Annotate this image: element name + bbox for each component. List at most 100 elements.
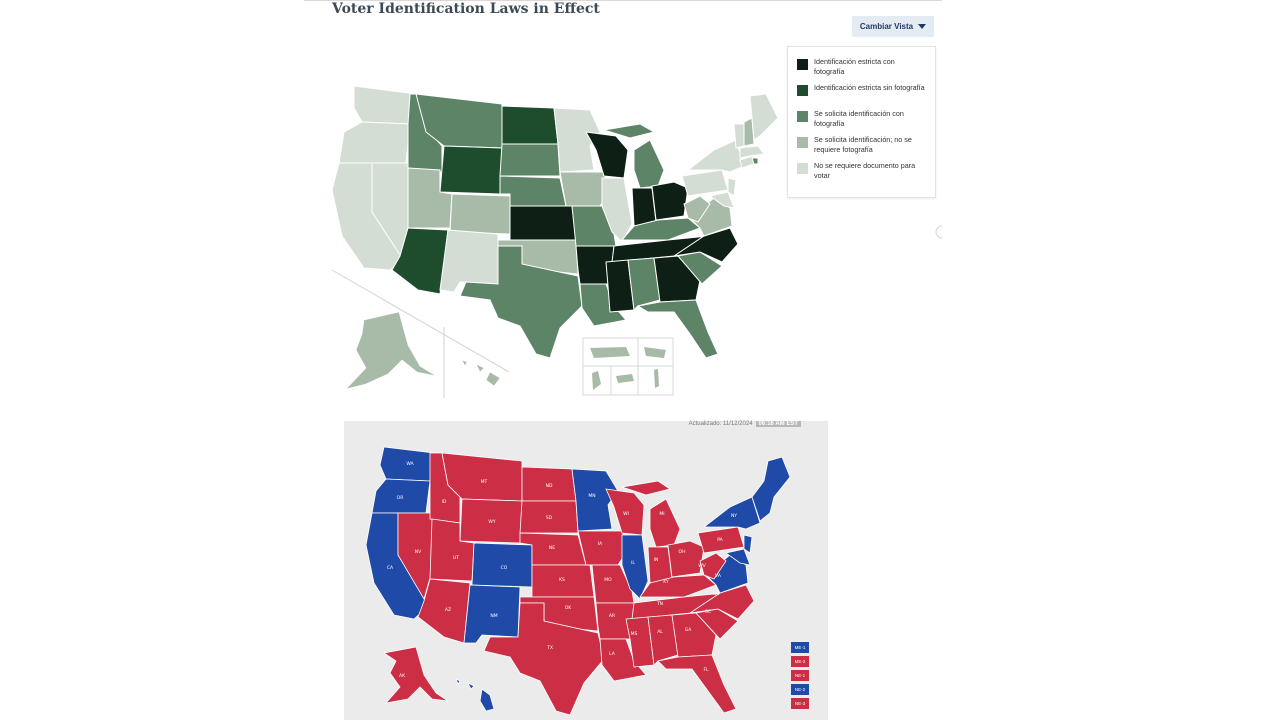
- state-mississippi[interactable]: [605, 259, 635, 313]
- state-label: NC: [713, 591, 720, 597]
- state-label: MT: [481, 479, 488, 485]
- state-hi[interactable]: [455, 678, 495, 712]
- state-label: KY: [663, 579, 669, 585]
- state-north-carolina[interactable]: [673, 227, 739, 263]
- legend-item-requested-photo: Se solicita identificación con fotografí…: [797, 109, 926, 129]
- state-fl[interactable]: [657, 654, 737, 714]
- state-label: WV: [698, 563, 706, 569]
- state-maine[interactable]: [749, 93, 779, 141]
- state-vermont[interactable]: [733, 123, 745, 149]
- state-south-dakota[interactable]: [499, 143, 561, 177]
- state-alaska[interactable]: [345, 311, 437, 390]
- state-ohio[interactable]: [651, 181, 689, 221]
- territory-american-samoa[interactable]: [616, 374, 634, 383]
- state-sd[interactable]: [519, 500, 579, 534]
- state-label: MI: [659, 511, 664, 517]
- state-co[interactable]: [471, 542, 533, 588]
- state-ia[interactable]: [577, 530, 629, 566]
- state-tx[interactable]: [483, 602, 605, 716]
- state-hawaii[interactable]: [461, 359, 501, 387]
- legend-swatch: [797, 59, 808, 70]
- state-in[interactable]: [647, 546, 673, 584]
- state-west-virginia[interactable]: [683, 195, 711, 223]
- state-label: AK: [399, 673, 406, 679]
- state-il[interactable]: [621, 534, 649, 600]
- district-box-ne-2[interactable]: NE-2: [791, 684, 809, 695]
- state-label: NE: [549, 545, 555, 551]
- district-box-ne-3[interactable]: NE-3: [791, 698, 809, 709]
- territory-puerto-rico[interactable]: [590, 347, 630, 358]
- state-texas[interactable]: [459, 245, 583, 359]
- scroll-edge-marker: [935, 225, 942, 239]
- territory-northern-mariana[interactable]: [654, 369, 659, 388]
- state-wv[interactable]: [699, 552, 727, 580]
- legend-item-requested-non-photo: Se solicita identificación; no se requie…: [797, 135, 926, 155]
- state-new-england[interactable]: [751, 456, 791, 522]
- state-label: IL: [631, 560, 635, 566]
- state-wyoming[interactable]: [439, 145, 503, 195]
- state-az[interactable]: [417, 578, 471, 644]
- state-colorado[interactable]: [449, 193, 511, 235]
- legend-label: Se solicita identificación con fotografí…: [814, 109, 904, 128]
- state-indiana[interactable]: [631, 187, 657, 227]
- voter-id-us-map: [331, 85, 942, 398]
- change-view-button[interactable]: Cambiar Vista: [852, 16, 934, 37]
- territory-guam[interactable]: [592, 371, 601, 390]
- state-minnesota[interactable]: [553, 107, 601, 173]
- state-label: SC: [705, 609, 711, 615]
- state-ms[interactable]: [625, 616, 655, 668]
- state-ny[interactable]: [702, 496, 761, 530]
- state-label: PA: [717, 537, 723, 543]
- state-label: MS: [631, 631, 638, 637]
- state-label: WI: [623, 511, 629, 517]
- legend-item-strict-photo: Identificación estricta con fotografía: [797, 57, 926, 77]
- state-label: IN: [654, 557, 659, 563]
- state-new-jersey[interactable]: [727, 177, 737, 197]
- state-kansas[interactable]: [509, 205, 577, 241]
- legend-swatch: [797, 163, 808, 174]
- state-label: OH: [679, 549, 686, 555]
- state-alabama[interactable]: [627, 257, 661, 312]
- state-oregon[interactable]: [338, 121, 411, 164]
- state-illinois[interactable]: [601, 177, 633, 243]
- state-new-hampshire[interactable]: [743, 117, 755, 147]
- state-louisiana[interactable]: [579, 283, 627, 327]
- state-nc[interactable]: [689, 584, 755, 620]
- state-label: NM: [490, 613, 497, 619]
- state-label: WA: [406, 461, 414, 467]
- updated-time-badge: 06:16 AM EST: [755, 421, 801, 427]
- legend-label: Se solicita identificación; no se requie…: [814, 135, 912, 154]
- state-nebraska[interactable]: [499, 175, 567, 207]
- legend-swatch: [797, 85, 808, 96]
- state-new-mexico[interactable]: [439, 229, 499, 293]
- state-washington[interactable]: [353, 85, 417, 125]
- state-label: AZ: [445, 607, 451, 613]
- district-box-me-2[interactable]: ME-2: [791, 656, 809, 667]
- state-la[interactable]: [599, 638, 647, 682]
- state-florida[interactable]: [636, 299, 719, 359]
- district-box-ne-1[interactable]: NE-1: [791, 670, 809, 681]
- election-us-map: WA OR ID MT ND SD MN WY NE IA WI MI NV U…: [365, 446, 791, 716]
- legend-label: Identificación estricta sin fotografía: [814, 83, 925, 92]
- state-nj-md-de[interactable]: [725, 534, 753, 566]
- state-ga[interactable]: [671, 612, 717, 658]
- state-ak[interactable]: [382, 646, 449, 704]
- state-label: OR: [397, 495, 404, 501]
- state-maryland-delaware[interactable]: [708, 191, 735, 209]
- updated-label: Actualizado: 11/12/2024: [688, 421, 753, 427]
- inset-divider-line: [331, 269, 510, 373]
- state-al[interactable]: [647, 614, 679, 666]
- state-label: GA: [685, 627, 692, 633]
- state-nm[interactable]: [463, 584, 521, 644]
- legend-swatch: [797, 111, 808, 122]
- state-pennsylvania[interactable]: [681, 169, 729, 197]
- state-wisconsin[interactable]: [585, 131, 629, 179]
- state-oh[interactable]: [667, 540, 705, 578]
- district-box-me-1[interactable]: ME-1: [791, 642, 809, 653]
- state-mn[interactable]: [571, 468, 619, 532]
- state-rhode-island[interactable]: [751, 157, 759, 165]
- state-north-dakota[interactable]: [501, 105, 559, 145]
- state-label: SD: [546, 515, 553, 521]
- state-massachusetts[interactable]: [739, 145, 765, 159]
- territory-virgin-islands[interactable]: [644, 347, 666, 358]
